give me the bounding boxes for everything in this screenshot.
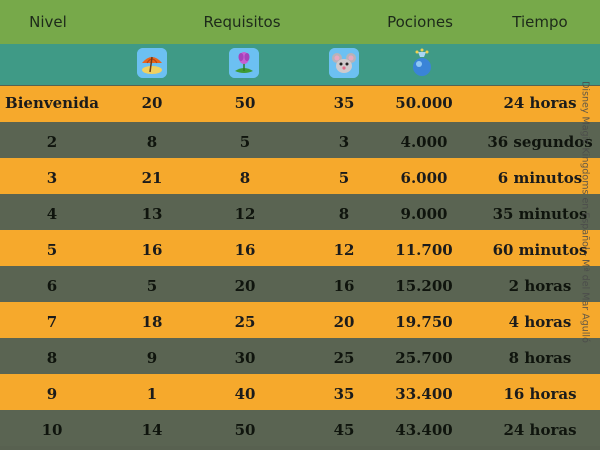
cell-requisito-1: 9 — [146, 349, 158, 367]
cell-pociones: 4.000 — [400, 133, 448, 151]
table-row: 9 1 40 35 33.400 16 horas — [0, 374, 600, 410]
cell-requisito-1: 20 — [141, 94, 163, 112]
cell-requisito-3: 16 — [333, 277, 355, 295]
cell-tiempo: 8 horas — [508, 349, 572, 367]
cell-requisito-2: 5 — [239, 133, 251, 151]
cell-requisito-3: 25 — [333, 349, 355, 367]
table-row: 10 14 50 45 43.400 24 horas — [0, 410, 600, 446]
cell-requisito-3: 8 — [338, 205, 350, 223]
cell-nivel: 9 — [46, 385, 58, 403]
cell-requisito-1: 21 — [141, 169, 163, 187]
cell-requisito-3: 3 — [338, 133, 350, 151]
cell-requisito-1: 18 — [141, 313, 163, 331]
cell-pociones: 25.700 — [395, 349, 453, 367]
table-row: 8 9 30 25 25.700 8 horas — [0, 338, 600, 374]
cell-tiempo: 4 horas — [508, 313, 572, 331]
cell-pociones: 33.400 — [395, 385, 453, 403]
umbrella-icon — [137, 48, 167, 78]
cell-requisito-3: 20 — [333, 313, 355, 331]
table-header: Nivel Requisitos Pociones Tiempo — [0, 0, 600, 44]
cell-tiempo: 24 horas — [503, 421, 577, 439]
cell-tiempo: 24 horas — [503, 94, 577, 112]
cell-requisito-2: 30 — [234, 349, 256, 367]
cell-requisito-3: 5 — [338, 169, 350, 187]
cell-requisito-2: 25 — [234, 313, 256, 331]
cell-tiempo: 16 horas — [503, 385, 577, 403]
cell-nivel: 6 — [46, 277, 58, 295]
cell-requisito-2: 50 — [234, 94, 256, 112]
cell-requisito-3: 35 — [333, 94, 355, 112]
cell-requisito-1: 5 — [146, 277, 158, 295]
cell-nivel: 4 — [46, 205, 58, 223]
table-row: 4 13 12 8 9.000 35 minutos — [0, 194, 600, 230]
cell-requisito-2: 50 — [234, 421, 256, 439]
flower-icon — [229, 48, 259, 78]
cell-requisito-2: 8 — [239, 169, 251, 187]
cell-pociones: 19.750 — [395, 313, 453, 331]
cell-requisito-1: 14 — [141, 421, 163, 439]
watermark-text: Disney Magic Kingdoms en Español - Mª de… — [579, 81, 591, 343]
table-row: 3 21 8 5 6.000 6 minutos — [0, 158, 600, 194]
cell-requisito-1: 8 — [146, 133, 158, 151]
cell-nivel: 2 — [46, 133, 58, 151]
table-row: 2 8 5 3 4.000 36 segundos — [0, 122, 600, 158]
cell-nivel: 8 — [46, 349, 58, 367]
header-requisitos: Requisitos — [203, 13, 281, 31]
cell-requisito-2: 40 — [234, 385, 256, 403]
cell-requisito-2: 12 — [234, 205, 256, 223]
table-row: 6 5 20 16 15.200 2 horas — [0, 266, 600, 302]
cell-tiempo: 6 minutos — [497, 169, 583, 187]
mouse-icon — [329, 48, 359, 78]
cell-nivel: 5 — [46, 241, 58, 259]
cell-pociones: 11.700 — [395, 241, 453, 259]
table-row: Bienvenida 20 50 35 50.000 24 horas — [0, 86, 600, 122]
cell-requisito-3: 12 — [333, 241, 355, 259]
cell-nivel: Bienvenida — [5, 94, 99, 112]
potion-icon — [407, 48, 437, 78]
cell-pociones: 43.400 — [395, 421, 453, 439]
table-row: 5 16 16 12 11.700 60 minutos — [0, 230, 600, 266]
cell-tiempo: 60 minutos — [492, 241, 588, 259]
icon-bar — [0, 44, 600, 85]
header-pociones: Pociones — [387, 13, 453, 31]
header-tiempo: Tiempo — [512, 13, 568, 31]
cell-requisito-2: 20 — [234, 277, 256, 295]
cell-pociones: 9.000 — [400, 205, 448, 223]
table-row: 7 18 25 20 19.750 4 horas — [0, 302, 600, 338]
cell-tiempo: 36 segundos — [487, 133, 593, 151]
cell-requisito-3: 45 — [333, 421, 355, 439]
cell-pociones: 6.000 — [400, 169, 448, 187]
cell-requisito-2: 16 — [234, 241, 256, 259]
cell-requisito-3: 35 — [333, 385, 355, 403]
cell-nivel: 7 — [46, 313, 58, 331]
cell-requisito-1: 1 — [146, 385, 158, 403]
cell-requisito-1: 13 — [141, 205, 163, 223]
cell-tiempo: 35 minutos — [492, 205, 588, 223]
cell-pociones: 50.000 — [395, 94, 453, 112]
cell-nivel: 3 — [46, 169, 58, 187]
cell-pociones: 15.200 — [395, 277, 453, 295]
cell-nivel: 10 — [41, 421, 63, 439]
cell-requisito-1: 16 — [141, 241, 163, 259]
header-nivel: Nivel — [29, 13, 67, 31]
cell-tiempo: 2 horas — [508, 277, 572, 295]
